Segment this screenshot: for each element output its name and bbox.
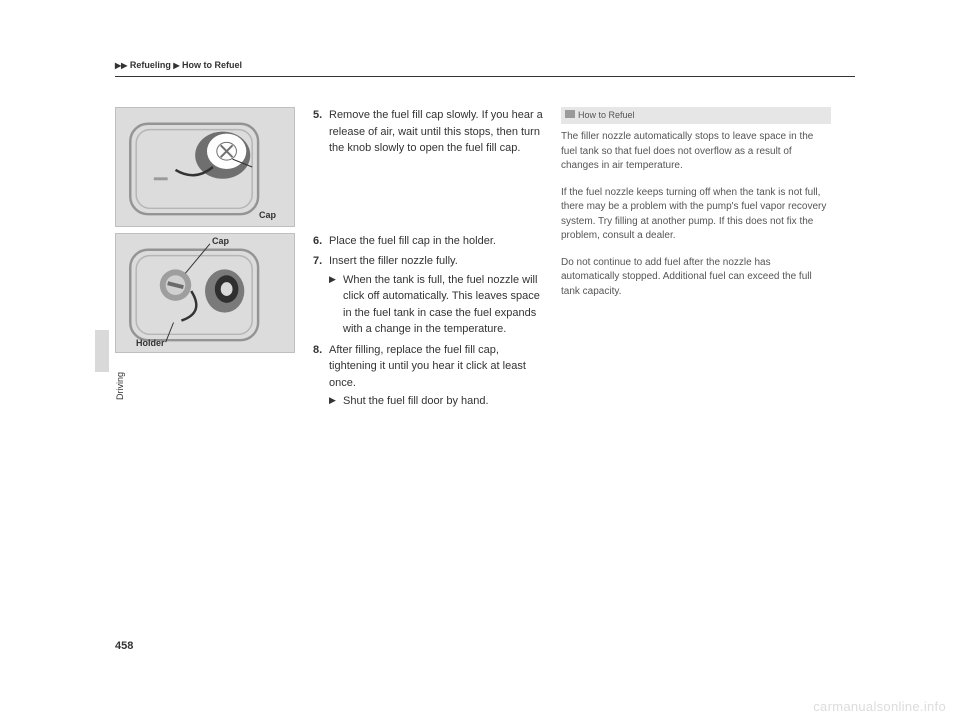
step-number: 6. <box>313 233 329 250</box>
page-content: ▶ ▶ Refueling ▶ How to Refuel Cap <box>115 60 855 414</box>
step-sub-body: When the tank is full, the fuel nozzle w… <box>343 272 543 338</box>
figure-label-cap: Cap <box>212 236 229 246</box>
step-item: 7. Insert the filler nozzle fully. ▶ Whe… <box>313 253 543 338</box>
figure-fuel-holder: Cap Holder <box>115 233 295 353</box>
step-sub: ▶ When the tank is full, the fuel nozzle… <box>329 272 543 338</box>
breadcrumb-seg: Refueling <box>130 60 171 70</box>
step-item: 8. After filling, replace the fuel fill … <box>313 342 543 410</box>
watermark: carmanualsonline.info <box>813 699 946 714</box>
notes-paragraph: The filler nozzle automatically stops to… <box>561 130 831 174</box>
notes-column: How to Refuel The filler nozzle automati… <box>561 107 831 414</box>
page-number: 458 <box>115 640 133 652</box>
info-icon <box>565 110 575 118</box>
step-sub: ▶ Shut the fuel fill door by hand. <box>329 393 543 410</box>
breadcrumb-seg: How to Refuel <box>182 60 242 70</box>
bullet-icon: ▶ <box>329 393 343 410</box>
step-item: 5. Remove the fuel fill cap slowly. If y… <box>313 107 543 157</box>
figure-fuel-cap: Cap <box>115 107 295 227</box>
steps-column: 5. Remove the fuel fill cap slowly. If y… <box>313 107 543 414</box>
step-item: 6. Place the fuel fill cap in the holder… <box>313 233 543 250</box>
notes-paragraph: Do not continue to add fuel after the no… <box>561 256 831 300</box>
figure-label-holder: Holder <box>136 338 165 348</box>
chevron-icon: ▶ <box>121 61 127 70</box>
step-body: Place the fuel fill cap in the holder. <box>329 233 543 250</box>
notes-paragraph: If the fuel nozzle keeps turning off whe… <box>561 186 831 244</box>
step-number: 5. <box>313 107 329 157</box>
figures-column: Cap Cap Holder <box>115 107 295 414</box>
notes-title: How to Refuel <box>578 110 635 120</box>
section-tab <box>95 330 109 372</box>
bullet-icon: ▶ <box>329 272 343 338</box>
chevron-icon: ▶ <box>173 61 179 70</box>
step-body: After filling, replace the fuel fill cap… <box>329 342 543 392</box>
notes-header: How to Refuel <box>561 107 831 124</box>
step-body: Remove the fuel fill cap slowly. If you … <box>329 107 543 157</box>
step-sub-body: Shut the fuel fill door by hand. <box>343 393 489 410</box>
step-body: Insert the filler nozzle fully. <box>329 253 543 270</box>
step-number: 8. <box>313 342 329 410</box>
step-number: 7. <box>313 253 329 338</box>
breadcrumb: ▶▶ Refueling ▶ How to Refuel <box>115 60 855 77</box>
figure-label-cap: Cap <box>259 210 276 220</box>
